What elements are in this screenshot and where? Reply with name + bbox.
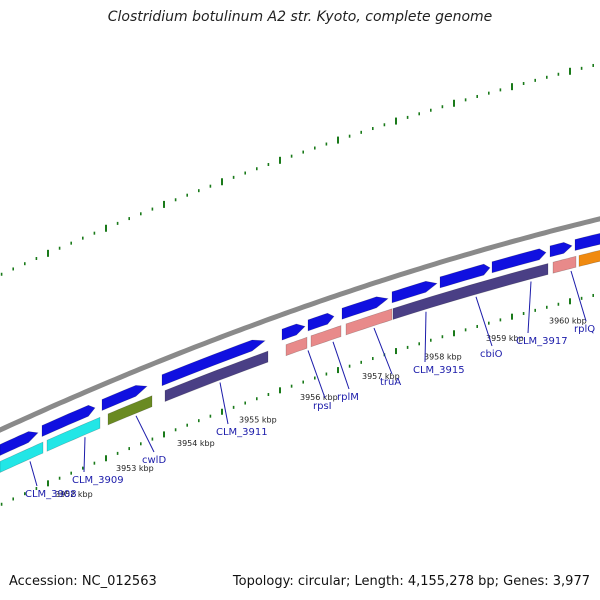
- cds-arrow: [341, 296, 389, 320]
- protein-feature: [310, 325, 342, 348]
- label-leader: [570, 270, 587, 322]
- protein-feature: [46, 416, 101, 452]
- map-title: Clostridium botulinum A2 str. Kyoto, com…: [107, 9, 493, 25]
- cds-arrow: [307, 312, 335, 332]
- label-leader: [373, 327, 393, 375]
- gene-label: truA: [380, 377, 401, 388]
- gene-label: CLM_3915: [413, 365, 465, 376]
- cds-arrow: [391, 280, 438, 304]
- gene-label: cwlD: [142, 455, 166, 466]
- protein-feature: [578, 250, 600, 267]
- label-leader: [307, 350, 326, 399]
- cds-arrow: [549, 242, 573, 258]
- label-leader: [29, 461, 38, 487]
- genome-backbone: [0, 216, 600, 433]
- cds-arrow: [101, 385, 148, 411]
- label-leader: [135, 415, 155, 453]
- cds-arrow: [161, 339, 266, 387]
- protein-feature: [552, 255, 577, 274]
- cds-arrow: [0, 431, 39, 456]
- tick-label: 3952 kbp: [55, 490, 93, 499]
- protein-feature: [164, 350, 269, 402]
- cds-arrow: [41, 404, 96, 437]
- backbone-line: [0, 216, 600, 433]
- tick-label: 3958 kbp: [424, 352, 462, 361]
- cds-arrow: [439, 263, 491, 289]
- tick-label: 3959 kbp: [486, 334, 524, 343]
- tick-labels: 3952 kbp 3953 kbp 3954 kbp 3955 kbp 3956 kbp…: [55, 317, 587, 500]
- tick-label: 3954 kbp: [177, 439, 215, 448]
- cds-arrow: [491, 248, 547, 274]
- gene-label: rpsI: [313, 401, 332, 412]
- label-leader: [83, 437, 86, 473]
- protein-feature: [392, 263, 549, 320]
- cds-arrow: [574, 233, 600, 251]
- label-leader: [219, 382, 229, 425]
- label-leader: [475, 296, 493, 347]
- tick-label: 3957 kbp: [362, 372, 400, 381]
- gene-label: CLM_3908: [25, 489, 77, 500]
- gene-features: [0, 233, 600, 473]
- accession-text: Accession: NC_012563: [9, 574, 157, 589]
- label-leader: [527, 281, 532, 334]
- protein-feature: [107, 395, 153, 426]
- protein-feature: [345, 308, 393, 336]
- gene-label: rplM: [337, 392, 359, 403]
- label-leader: [424, 311, 427, 363]
- gene-labels: CLM_3908 CLM_3909 cwlD CLM_3911 rpsI rplM truA…: [25, 270, 595, 500]
- gene-label: cbiO: [480, 349, 503, 360]
- cds-arrow: [281, 323, 306, 341]
- topology-text: Topology: circular; Length: 4,155,278 bp…: [232, 574, 590, 589]
- gene-label: rplQ: [574, 324, 595, 335]
- tick-marks: [0, 63, 595, 506]
- gene-label: CLM_3909: [72, 475, 124, 486]
- gene-label: CLM_3911: [216, 427, 268, 438]
- tick-label: 3955 kbp: [239, 415, 277, 424]
- protein-feature: [285, 336, 308, 357]
- label-leader: [332, 341, 350, 390]
- tick-label: 3960 kbp: [549, 317, 587, 326]
- tick-label: 3953 kbp: [116, 464, 154, 473]
- gene-label: CLM_3917: [516, 336, 568, 347]
- tick-label: 3956 kbp: [300, 393, 338, 402]
- protein-feature: [0, 441, 44, 473]
